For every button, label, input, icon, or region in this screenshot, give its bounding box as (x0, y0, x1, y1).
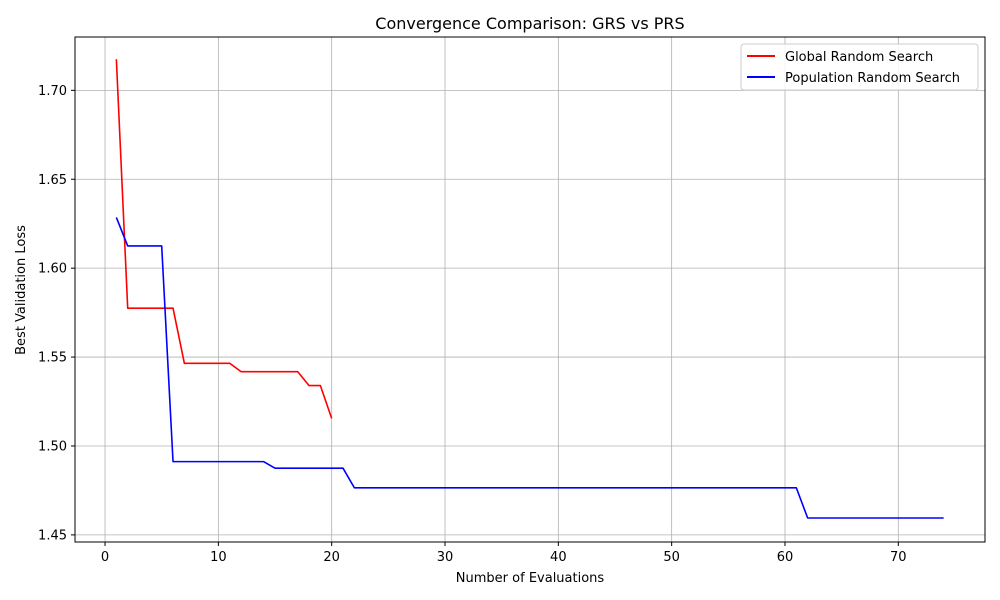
x-tick-label: 0 (101, 550, 109, 565)
x-tick-label: 20 (323, 550, 340, 565)
x-axis-label: Number of Evaluations (456, 571, 605, 586)
plot-frame (74, 36, 986, 543)
x-tick-label: 70 (890, 550, 907, 565)
y-tick-label: 1.70 (38, 84, 67, 99)
y-axis-label: Best Validation Loss (14, 225, 29, 355)
series-line-global-random-search (115, 59, 333, 419)
grid (75, 37, 985, 542)
legend-label-global-random-search: Global Random Search (785, 50, 933, 65)
x-tick-label: 50 (663, 550, 680, 565)
series-line-population-random-search (115, 217, 944, 519)
legend: Global Random Search Population Random S… (740, 43, 979, 91)
legend-box (740, 43, 979, 91)
x-tick-label: 60 (777, 550, 794, 565)
x-tick-label: 10 (210, 550, 227, 565)
chart-title: Convergence Comparison: GRS vs PRS (375, 14, 684, 33)
legend-label-population-random-search: Population Random Search (785, 71, 960, 86)
y-tick-label: 1.50 (38, 439, 67, 454)
y-axis-ticks: 1.45 1.50 1.55 1.60 1.65 1.70 (38, 84, 75, 543)
x-tick-label: 30 (437, 550, 454, 565)
y-tick-label: 1.60 (38, 262, 67, 277)
y-tick-label: 1.65 (38, 173, 67, 188)
y-tick-label: 1.45 (38, 528, 67, 543)
x-tick-label: 40 (550, 550, 567, 565)
series-layer (115, 59, 944, 519)
y-tick-label: 1.55 (38, 351, 67, 366)
x-axis-ticks: 0 10 20 30 40 50 60 70 (101, 542, 907, 565)
